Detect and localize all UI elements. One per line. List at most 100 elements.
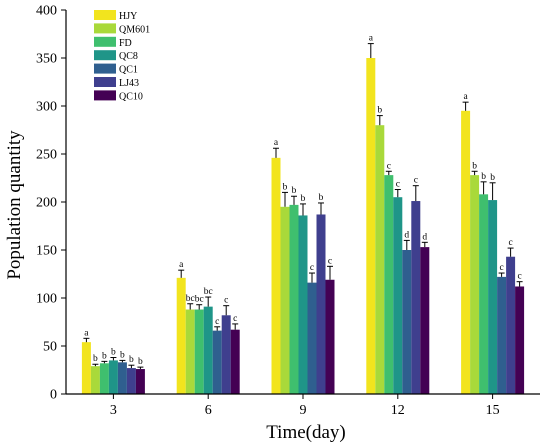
significance-label: c (499, 263, 503, 273)
y-tick-label: 400 (36, 4, 57, 19)
legend-swatch (94, 10, 116, 20)
x-axis-label: Time(day) (266, 422, 346, 443)
significance-label: b (472, 161, 477, 171)
bar (384, 175, 394, 394)
bar (99, 363, 109, 394)
bar (325, 279, 335, 394)
bar (81, 342, 91, 394)
legend-swatch (94, 23, 116, 34)
legend-label: HJY (119, 11, 137, 22)
significance-label: a (369, 34, 374, 44)
legend-label: FD (119, 38, 132, 49)
y-tick-label: 350 (36, 52, 57, 67)
x-tick-label: 6 (205, 403, 212, 418)
legend-swatch (94, 90, 116, 101)
bar (298, 215, 308, 394)
significance-label: b (129, 355, 134, 365)
significance-label: b (111, 348, 116, 358)
bar (515, 286, 525, 394)
significance-label: c (233, 314, 237, 324)
bar (185, 309, 195, 394)
significance-label: a (274, 138, 279, 148)
significance-label: bc (186, 294, 195, 304)
y-tick-label: 100 (36, 292, 57, 307)
significance-label: bc (204, 287, 213, 297)
x-tick-label: 15 (486, 403, 500, 418)
bar (108, 360, 118, 394)
legend-label: QC10 (119, 91, 143, 102)
bar (194, 309, 204, 394)
bar (461, 110, 471, 395)
significance-label: bc (195, 295, 204, 305)
significance-label: c (396, 180, 400, 190)
significance-label: b (490, 173, 495, 183)
bar (479, 194, 489, 394)
bar (280, 206, 290, 394)
bar (497, 276, 507, 394)
bar (117, 362, 127, 394)
significance-label: c (224, 296, 228, 306)
bar (411, 201, 421, 394)
significance-label: b (301, 194, 306, 204)
bar (375, 125, 385, 394)
bar (470, 175, 480, 394)
bar (126, 368, 136, 394)
bar (135, 369, 145, 394)
significance-label: c (414, 176, 418, 186)
significance-label: c (215, 317, 219, 327)
significance-label: c (328, 256, 332, 266)
legend-label: QM601 (119, 24, 150, 35)
x-tick-label: 12 (391, 403, 405, 418)
significance-label: d (422, 232, 427, 242)
significance-label: a (84, 328, 89, 338)
significance-label: b (120, 350, 125, 360)
legend-swatch (94, 63, 116, 74)
bar (316, 214, 326, 394)
significance-label: c (310, 263, 314, 273)
bar (307, 282, 317, 394)
significance-label: b (283, 182, 288, 192)
legend-label: QC8 (119, 51, 138, 62)
significance-label: c (508, 238, 512, 248)
bar (420, 247, 430, 394)
y-axis-label: Population quantity (4, 130, 25, 280)
legend-swatch (94, 36, 116, 47)
y-tick-label: 300 (36, 100, 57, 115)
y-tick-label: 250 (36, 148, 57, 163)
significance-label: d (404, 230, 409, 240)
bar (289, 204, 299, 394)
y-tick-label: 0 (50, 388, 57, 403)
legend-swatch (94, 77, 116, 87)
bar (212, 330, 222, 394)
significance-label: c (517, 272, 521, 282)
bar (176, 277, 186, 394)
significance-label: b (102, 351, 107, 361)
significance-label: b (292, 186, 297, 196)
bar (271, 157, 281, 394)
legend-label: QC1 (119, 65, 138, 76)
significance-label: a (463, 92, 468, 102)
significance-label: b (138, 357, 143, 367)
y-tick-label: 150 (36, 244, 57, 259)
bar (221, 315, 231, 394)
significance-label: b (377, 106, 382, 116)
bar (366, 58, 376, 394)
legend-label: LJ43 (119, 78, 139, 89)
significance-label: a (179, 260, 184, 270)
bar (488, 200, 498, 394)
bar (393, 197, 403, 394)
bar (230, 329, 240, 394)
x-tick-label: 9 (300, 403, 307, 418)
bar (402, 250, 412, 394)
y-tick-label: 200 (36, 196, 57, 211)
bar (90, 366, 100, 394)
significance-label: b (481, 172, 486, 182)
y-tick-label: 50 (43, 340, 57, 355)
bar (506, 256, 516, 394)
significance-label: c (387, 161, 391, 171)
significance-label: b (93, 354, 98, 364)
significance-label: b (319, 193, 324, 203)
